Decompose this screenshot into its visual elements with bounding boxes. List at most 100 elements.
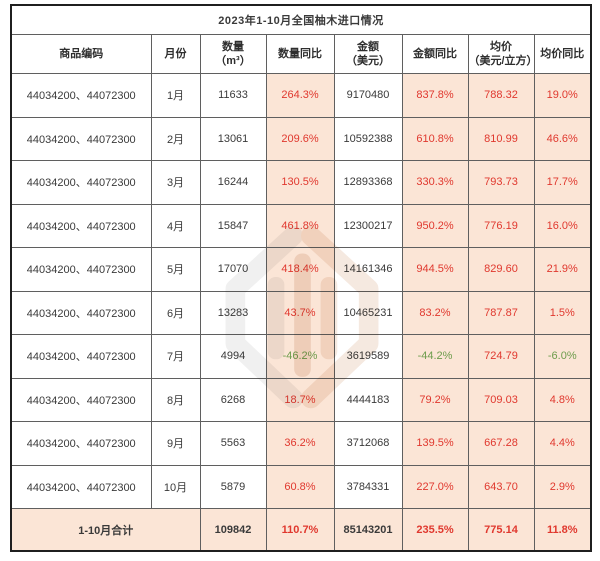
cell-month: 4月 — [150, 203, 201, 248]
cell-quantity-yoy: 418.4% — [265, 247, 335, 292]
total-avg-price: 775.14 — [467, 508, 535, 552]
cell-amount-yoy: 837.8% — [401, 73, 469, 118]
total-quantity: 109842 — [199, 508, 267, 552]
column-header-5: 金额同比 — [401, 34, 469, 74]
table-row: 44034200、44072300 2月 13061 209.6% 10592388 61… — [10, 116, 592, 161]
column-header-6: 均价 （美元/立方） — [467, 34, 535, 74]
cell-month: 8月 — [150, 377, 201, 422]
cell-quantity-yoy: 130.5% — [265, 160, 335, 205]
cell-commodity-code: 44034200、44072300 — [10, 421, 152, 466]
cell-avg-price-yoy: 21.9% — [533, 247, 592, 292]
teak-import-table: 2023年1-10月全国柚木进口情况 商品编码 月份 数量 （m³） 数量同比 金额 （美元… — [10, 4, 592, 552]
cell-commodity-code: 44034200、44072300 — [10, 116, 152, 161]
cell-avg-price-yoy: 19.0% — [533, 73, 592, 118]
column-header-2: 数量 （m³） — [199, 34, 267, 74]
cell-month: 2月 — [150, 116, 201, 161]
column-header-4: 金额 （美元） — [333, 34, 403, 74]
total-row: 1-10月合计 109842 110.7% 85143201 235.5% 77… — [10, 508, 592, 552]
column-header-3: 数量同比 — [265, 34, 335, 74]
cell-quantity: 5563 — [199, 421, 267, 466]
cell-quantity-yoy: -46.2% — [265, 334, 335, 379]
cell-avg-price-yoy: 1.5% — [533, 290, 592, 335]
cell-avg-price-yoy: 4.8% — [533, 377, 592, 422]
cell-avg-price: 724.79 — [467, 334, 535, 379]
cell-amount: 10592388 — [333, 116, 403, 161]
cell-amount-yoy: 944.5% — [401, 247, 469, 292]
cell-month: 3月 — [150, 160, 201, 205]
cell-commodity-code: 44034200、44072300 — [10, 377, 152, 422]
column-header-7: 均价同比 — [533, 34, 592, 74]
cell-amount: 3619589 — [333, 334, 403, 379]
cell-amount: 3784331 — [333, 464, 403, 509]
cell-commodity-code: 44034200、44072300 — [10, 464, 152, 509]
table-row: 44034200、44072300 4月 15847 461.8% 12300217 95… — [10, 203, 592, 248]
table-row: 44034200、44072300 10月 5879 60.8% 3784331 227.… — [10, 464, 592, 509]
cell-avg-price: 829.60 — [467, 247, 535, 292]
cell-commodity-code: 44034200、44072300 — [10, 73, 152, 118]
cell-amount-yoy: 139.5% — [401, 421, 469, 466]
cell-avg-price: 787.87 — [467, 290, 535, 335]
cell-quantity-yoy: 209.6% — [265, 116, 335, 161]
cell-amount-yoy: -44.2% — [401, 334, 469, 379]
cell-month: 7月 — [150, 334, 201, 379]
cell-month: 9月 — [150, 421, 201, 466]
cell-quantity: 16244 — [199, 160, 267, 205]
cell-amount: 14161346 — [333, 247, 403, 292]
cell-amount-yoy: 227.0% — [401, 464, 469, 509]
table-row: 44034200、44072300 1月 11633 264.3% 9170480 837… — [10, 73, 592, 118]
cell-quantity: 4994 — [199, 334, 267, 379]
header-row: 商品编码 月份 数量 （m³） 数量同比 金额 （美元） 金额同比 均价 （美元/立方） 均价同比 — [10, 34, 592, 74]
cell-quantity: 17070 — [199, 247, 267, 292]
cell-amount-yoy: 610.8% — [401, 116, 469, 161]
cell-amount-yoy: 950.2% — [401, 203, 469, 248]
cell-avg-price: 793.73 — [467, 160, 535, 205]
table-title: 2023年1-10月全国柚木进口情况 — [10, 4, 592, 35]
table-row: 44034200、44072300 7月 4994 -46.2% 3619589 -44.… — [10, 334, 592, 379]
title-row: 2023年1-10月全国柚木进口情况 — [10, 4, 592, 35]
column-header-1: 月份 — [150, 34, 201, 74]
cell-month: 1月 — [150, 73, 201, 118]
cell-amount: 10465231 — [333, 290, 403, 335]
cell-quantity-yoy: 36.2% — [265, 421, 335, 466]
cell-amount: 12893368 — [333, 160, 403, 205]
cell-avg-price-yoy: 16.0% — [533, 203, 592, 248]
cell-quantity: 11633 — [199, 73, 267, 118]
cell-avg-price-yoy: -6.0% — [533, 334, 592, 379]
cell-quantity: 6268 — [199, 377, 267, 422]
cell-avg-price: 776.19 — [467, 203, 535, 248]
cell-avg-price-yoy: 2.9% — [533, 464, 592, 509]
cell-avg-price-yoy: 17.7% — [533, 160, 592, 205]
total-label: 1-10月合计 — [10, 508, 201, 552]
total-quantity-yoy: 110.7% — [265, 508, 335, 552]
cell-month: 5月 — [150, 247, 201, 292]
cell-avg-price: 667.28 — [467, 421, 535, 466]
cell-quantity: 5879 — [199, 464, 267, 509]
cell-commodity-code: 44034200、44072300 — [10, 290, 152, 335]
cell-quantity-yoy: 18.7% — [265, 377, 335, 422]
total-amount: 85143201 — [333, 508, 403, 552]
cell-quantity-yoy: 60.8% — [265, 464, 335, 509]
cell-commodity-code: 44034200、44072300 — [10, 334, 152, 379]
cell-avg-price: 788.32 — [467, 73, 535, 118]
cell-quantity: 15847 — [199, 203, 267, 248]
cell-avg-price: 810.99 — [467, 116, 535, 161]
cell-commodity-code: 44034200、44072300 — [10, 203, 152, 248]
cell-commodity-code: 44034200、44072300 — [10, 160, 152, 205]
total-avg-price-yoy: 11.8% — [533, 508, 592, 552]
cell-avg-price-yoy: 4.4% — [533, 421, 592, 466]
cell-amount: 12300217 — [333, 203, 403, 248]
cell-amount: 9170480 — [333, 73, 403, 118]
cell-quantity: 13283 — [199, 290, 267, 335]
cell-quantity-yoy: 43.7% — [265, 290, 335, 335]
cell-commodity-code: 44034200、44072300 — [10, 247, 152, 292]
table-row: 44034200、44072300 5月 17070 418.4% 14161346 94… — [10, 247, 592, 292]
cell-amount-yoy: 79.2% — [401, 377, 469, 422]
table-row: 44034200、44072300 6月 13283 43.7% 10465231 83.… — [10, 290, 592, 335]
cell-month: 6月 — [150, 290, 201, 335]
cell-quantity: 13061 — [199, 116, 267, 161]
table-row: 44034200、44072300 9月 5563 36.2% 3712068 139.5… — [10, 421, 592, 466]
cell-avg-price-yoy: 46.6% — [533, 116, 592, 161]
cell-amount: 3712068 — [333, 421, 403, 466]
cell-avg-price: 709.03 — [467, 377, 535, 422]
